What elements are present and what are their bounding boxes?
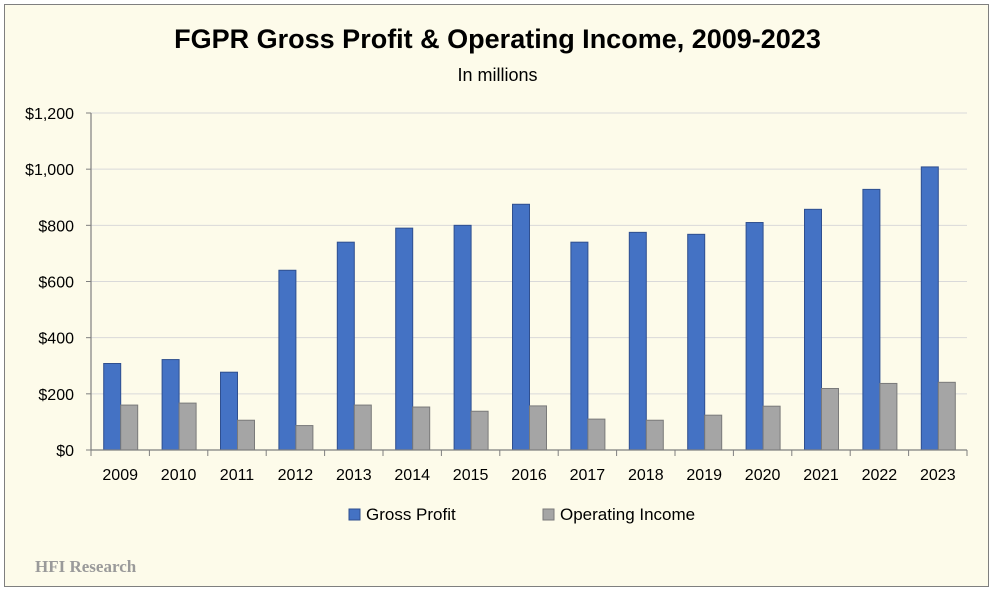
- bar-operating-income: [353, 404, 372, 451]
- bar-gross-profit: [161, 359, 180, 451]
- y-tick-label: $600: [38, 275, 74, 292]
- bar-gross-profit: [512, 203, 530, 451]
- x-tick-label: 2018: [628, 467, 664, 484]
- chart-frame: [4, 4, 989, 587]
- x-tick-label: 2012: [278, 467, 314, 484]
- x-tick-label: 2010: [161, 467, 197, 484]
- chart-title: FGPR Gross Profit & Operating Income, 20…: [174, 24, 821, 54]
- bar-operating-income: [762, 405, 781, 451]
- bar-operating-income: [470, 410, 489, 451]
- bar-gross-profit: [336, 241, 355, 451]
- bars: [103, 166, 956, 451]
- bar-gross-profit: [453, 224, 472, 451]
- x-tick-label: 2021: [803, 467, 839, 484]
- bar-operating-income: [120, 404, 139, 451]
- bar-operating-income: [587, 418, 606, 451]
- x-tick-label: 2022: [862, 467, 898, 484]
- x-tick-label: 2019: [686, 467, 722, 484]
- bar-operating-income: [295, 425, 314, 451]
- x-tick-label: 2016: [511, 467, 547, 484]
- legend-label-operating-income: Operating Income: [560, 505, 695, 524]
- x-tick-label: 2020: [745, 467, 781, 484]
- y-tick-label: $400: [38, 331, 74, 348]
- x-tick-label: 2015: [453, 467, 489, 484]
- bar-gross-profit: [395, 227, 414, 451]
- bar-gross-profit: [570, 241, 589, 451]
- bar-gross-profit: [220, 371, 238, 451]
- y-tick-label: $1,200: [25, 106, 74, 123]
- bar-gross-profit: [687, 233, 706, 451]
- bar-operating-income: [529, 405, 547, 451]
- bar-operating-income: [879, 382, 898, 451]
- y-tick-label: $800: [38, 218, 74, 235]
- bar-operating-income: [821, 387, 839, 451]
- x-tick-label: 2023: [920, 467, 956, 484]
- y-tick-label: $0: [56, 443, 74, 460]
- chart-subtitle: In millions: [457, 65, 538, 85]
- x-tick-label: 2014: [394, 467, 430, 484]
- x-tick-label: 2013: [336, 467, 372, 484]
- legend-swatch-operating-income: [542, 508, 555, 521]
- bar-operating-income: [937, 381, 956, 451]
- bar-gross-profit: [103, 363, 122, 451]
- axes: [86, 112, 968, 456]
- watermark: HFI Research: [35, 557, 137, 576]
- bar-gross-profit: [862, 188, 881, 451]
- bar-gross-profit: [745, 222, 764, 451]
- y-tick-label: $1,000: [25, 162, 74, 179]
- x-tick-label: 2011: [220, 467, 255, 484]
- bar-operating-income: [237, 419, 255, 451]
- bar-gross-profit: [628, 231, 647, 451]
- bar-gross-profit: [920, 166, 939, 451]
- bar-gross-profit: [804, 208, 822, 451]
- y-tick-label: $200: [38, 387, 74, 404]
- legend: Gross Profit Operating Income: [348, 505, 695, 524]
- x-tick-label: 2009: [102, 467, 138, 484]
- bar-operating-income: [704, 414, 723, 451]
- x-tick-label: 2017: [570, 467, 606, 484]
- x-axis-labels: 2009 2010 2011 2012 2013 2014 2015 2016 2017 2018…: [102, 467, 955, 484]
- legend-swatch-gross-profit: [348, 508, 361, 521]
- y-axis-labels: $0 $200 $400 $600 $800 $1,000 $1,200: [25, 106, 74, 460]
- bar-operating-income: [412, 406, 431, 451]
- bar-gross-profit: [278, 269, 297, 451]
- legend-label-gross-profit: Gross Profit: [366, 505, 456, 524]
- bar-operating-income: [645, 419, 664, 451]
- bar-operating-income: [178, 402, 197, 451]
